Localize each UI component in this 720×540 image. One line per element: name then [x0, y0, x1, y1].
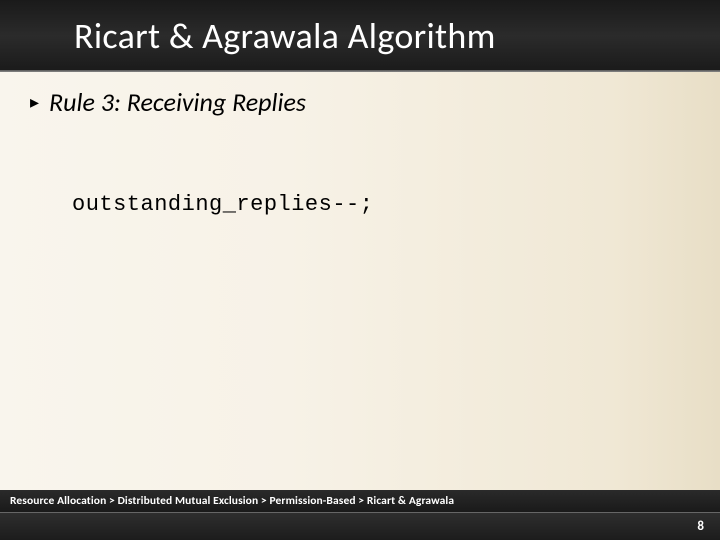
- slide-header: Ricart & Agrawala Algorithm: [0, 0, 720, 72]
- slide-title: Ricart & Agrawala Algorithm: [0, 0, 720, 58]
- slide-content: ▸ Rule 3: Receiving Replies outstanding_…: [0, 72, 720, 490]
- breadcrumb: Resource Allocation > Distributed Mutual…: [0, 490, 720, 512]
- bullet-text: Rule 3: Receiving Replies: [49, 86, 306, 118]
- bullet-row: ▸ Rule 3: Receiving Replies: [30, 86, 690, 118]
- slide-footer: 8: [0, 512, 720, 540]
- page-number: 8: [697, 519, 704, 534]
- code-line: outstanding_replies--;: [72, 192, 690, 217]
- slide: Ricart & Agrawala Algorithm ▸ Rule 3: Re…: [0, 0, 720, 540]
- bullet-marker-icon: ▸: [30, 93, 39, 111]
